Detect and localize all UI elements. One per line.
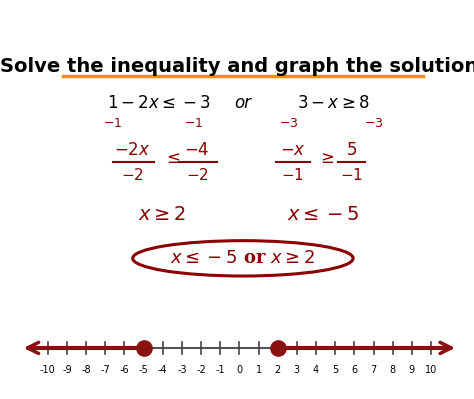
Text: $1 - 2x \leq -3$: $1 - 2x \leq -3$ [107,95,210,112]
Text: $-2$: $-2$ [121,167,144,183]
Text: $\leq$: $\leq$ [163,150,180,167]
Text: $-1$: $-1$ [340,167,363,183]
Text: $x \leq -5$: $x \leq -5$ [287,206,360,224]
Text: $-3$: $-3$ [364,117,383,130]
Text: Solve the inequality and graph the solution.: Solve the inequality and graph the solut… [0,57,474,76]
Text: -1: -1 [215,365,225,375]
Text: -8: -8 [81,365,91,375]
Text: $-2x$: $-2x$ [115,142,151,159]
Text: $5$: $5$ [346,142,357,159]
Text: $-x$: $-x$ [280,142,305,159]
Text: 10: 10 [425,365,437,375]
Text: -2: -2 [196,365,206,375]
Text: -9: -9 [62,365,72,375]
Text: $\geq$: $\geq$ [317,150,334,167]
Text: 3: 3 [294,365,300,375]
Text: -7: -7 [100,365,110,375]
Text: 5: 5 [332,365,338,375]
Text: -10: -10 [40,365,55,375]
Text: or: or [235,94,251,112]
Text: 2: 2 [274,365,281,375]
Text: -3: -3 [177,365,187,375]
Text: 0: 0 [237,365,242,375]
Text: $-3$: $-3$ [279,117,299,130]
Text: 7: 7 [370,365,377,375]
Text: 1: 1 [255,365,262,375]
Text: 8: 8 [390,365,396,375]
Text: 9: 9 [409,365,415,375]
Text: -4: -4 [158,365,167,375]
Text: $-1$: $-1$ [103,117,122,130]
Text: $3 - x \geq 8$: $3 - x \geq 8$ [297,95,369,112]
Text: $-2$: $-2$ [185,167,209,183]
Text: -6: -6 [119,365,129,375]
Text: $-4$: $-4$ [184,142,210,159]
Text: 4: 4 [313,365,319,375]
Text: $-1$: $-1$ [281,167,304,183]
Text: $x \leq -5$ or $x \geq 2$: $x \leq -5$ or $x \geq 2$ [170,249,316,267]
Text: $-1$: $-1$ [184,117,203,130]
Text: -5: -5 [139,365,148,375]
Text: $x \geq 2$: $x \geq 2$ [138,206,186,224]
Text: 6: 6 [351,365,357,375]
